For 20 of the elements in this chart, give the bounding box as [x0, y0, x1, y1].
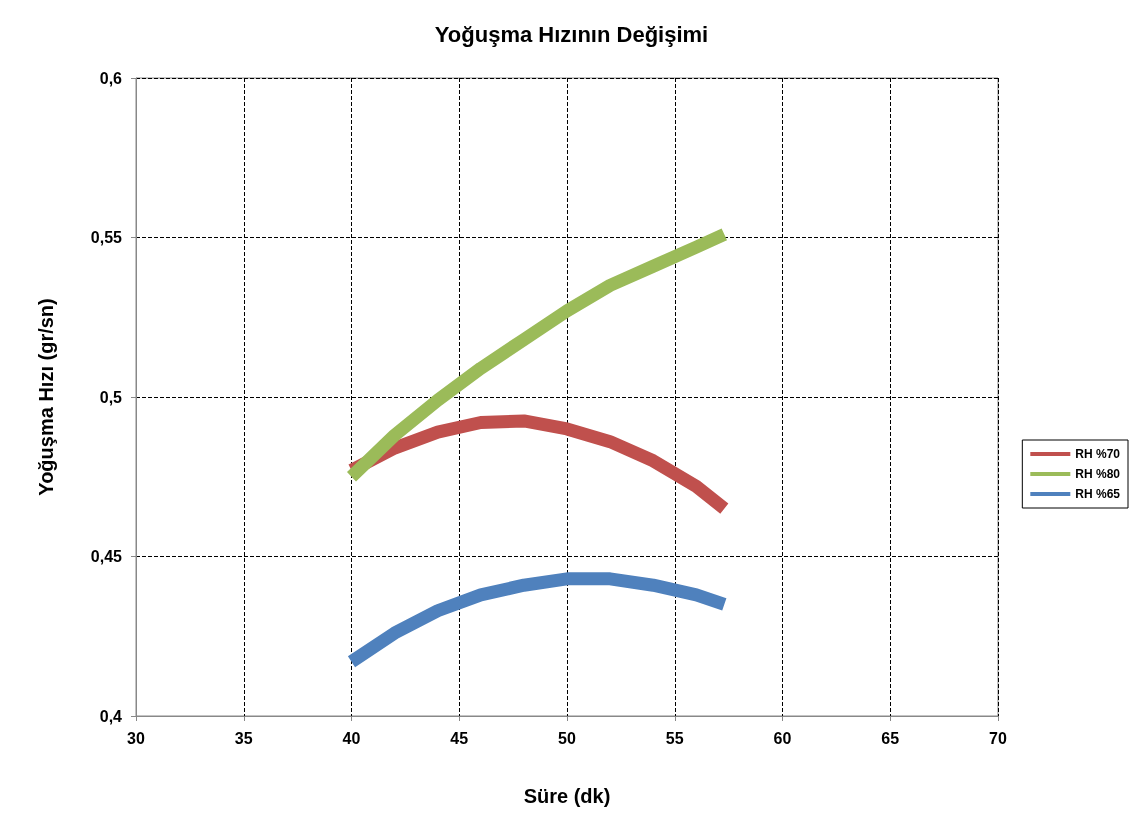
- x-tick-label: 30: [127, 729, 145, 747]
- x-tick-label: 50: [558, 729, 576, 747]
- x-tick-label: 40: [342, 729, 361, 747]
- x-tick-label: 35: [234, 729, 253, 747]
- legend-label: RH %80: [1075, 467, 1121, 481]
- x-tick-label: 70: [989, 729, 1007, 747]
- y-tick-label: 0,45: [90, 548, 123, 565]
- y-tick-label: 0,55: [90, 229, 123, 246]
- x-tick-label: 65: [881, 729, 900, 747]
- y-tick-label: 0,4: [99, 707, 123, 725]
- legend-label: RH %70: [1075, 447, 1121, 461]
- y-tick-label: 0,5: [99, 388, 123, 406]
- y-axis-title: Yoğuşma Hızı (gr/sn): [35, 298, 57, 496]
- x-axis-title: Süre (dk): [523, 785, 611, 807]
- y-tick-label: 0,6: [99, 69, 123, 87]
- x-tick-label: 60: [773, 729, 792, 747]
- x-tick-label: 45: [450, 729, 469, 747]
- chart-title: Yoğuşma Hızının Değişimi: [434, 21, 709, 47]
- legend-label: RH %65: [1075, 487, 1121, 501]
- x-tick-label: 55: [665, 729, 684, 747]
